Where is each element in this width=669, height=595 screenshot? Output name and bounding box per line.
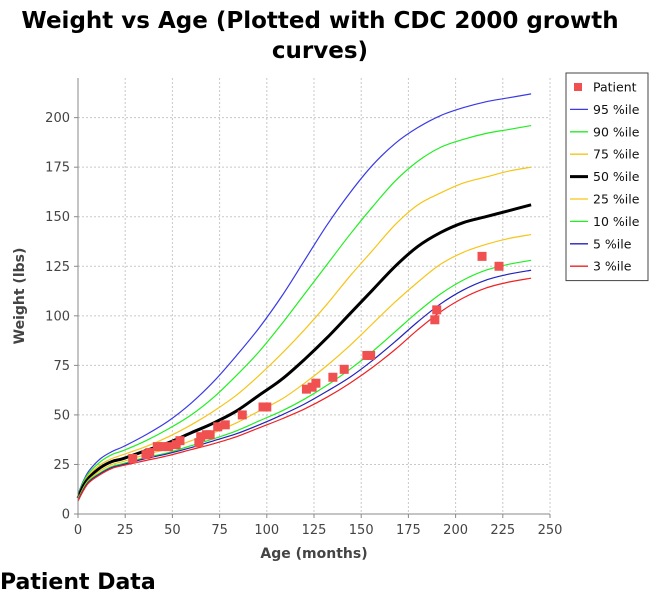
legend-label-patient: Patient [593,80,637,95]
legend-label-90-ile: 90 %ile [593,124,640,139]
x-axis-title: Age (months) [260,546,367,562]
legend-label-3-ile: 3 %ile [593,259,632,274]
series-line-95-ile [77,93,532,495]
axes [74,78,551,518]
y-tick-label: 150 [45,210,70,225]
legend-label-5-ile: 5 %ile [593,236,632,251]
patient-point [432,305,442,315]
patient-point [145,448,155,458]
legend-marker-patient [574,83,582,91]
y-tick-label: 125 [45,260,70,275]
patient-point [262,402,272,412]
patient-point [339,364,349,374]
legend: Patient 95 %ile 90 %ile 75 %ile 50 %ile 25 %i… [565,72,649,282]
patient-point [220,420,230,430]
legend-label-10-ile: 10 %ile [593,214,640,229]
y-tick-label: 75 [53,359,70,374]
legend-label-95-ile: 95 %ile [593,102,640,117]
patient-point [237,410,247,420]
x-tick-label: 125 [302,523,327,538]
y-tick-label: 100 [45,309,70,324]
patient-point [128,454,138,464]
x-tick-label: 175 [396,523,421,538]
patient-point [494,261,504,271]
x-tick-label: 25 [117,523,134,538]
y-tick-label: 25 [53,458,70,473]
series-line-10-ile [77,259,532,501]
patient-point [213,422,223,432]
legend-label-75-ile: 75 %ile [593,147,640,162]
tick-labels: 0 25 50 75 100 125 150 175 200 225 250 0 25 50 75 100 12… [45,111,562,538]
y-tick-label: 175 [45,161,70,176]
series-layer [76,93,532,502]
footer-heading: Patient Data [0,570,156,595]
x-tick-label: 50 [164,523,181,538]
patient-point [196,432,206,442]
x-tick-label: 150 [349,523,374,538]
patient-point [194,438,204,448]
x-tick-label: 225 [490,523,515,538]
series-line-75-ile [77,166,532,497]
patient-point [158,442,168,452]
y-tick-label: 50 [53,408,70,423]
patient-point [366,350,376,360]
patient-point [175,436,185,446]
patient-point [205,430,215,440]
x-tick-label: 100 [254,523,279,538]
series-line-90-ile [77,124,532,496]
y-tick-label: 200 [45,111,70,126]
x-tick-label: 200 [443,523,468,538]
x-tick-label: 75 [211,523,228,538]
y-axis-title: Weight (lbs) [12,248,28,345]
series-line-3-ile [77,277,532,502]
x-tick-label: 0 [74,523,82,538]
series-line-50-ile [76,203,532,499]
patient-point [164,442,174,452]
patient-point [311,378,321,388]
patient-point [301,384,311,394]
patient-point [477,251,487,261]
chart-title: Weight vs Age (Plotted with CDC 2000 gro… [21,8,619,64]
y-tick-label: 0 [62,508,70,523]
patient-point [430,315,440,325]
scatter-layer [128,251,504,464]
legend-label-50-ile: 50 %ile [593,169,640,184]
x-tick-label: 250 [538,523,563,538]
patient-point [152,442,162,452]
legend-label-25-ile: 25 %ile [593,192,640,207]
patient-point [328,372,338,382]
series-line-5-ile [77,269,532,501]
